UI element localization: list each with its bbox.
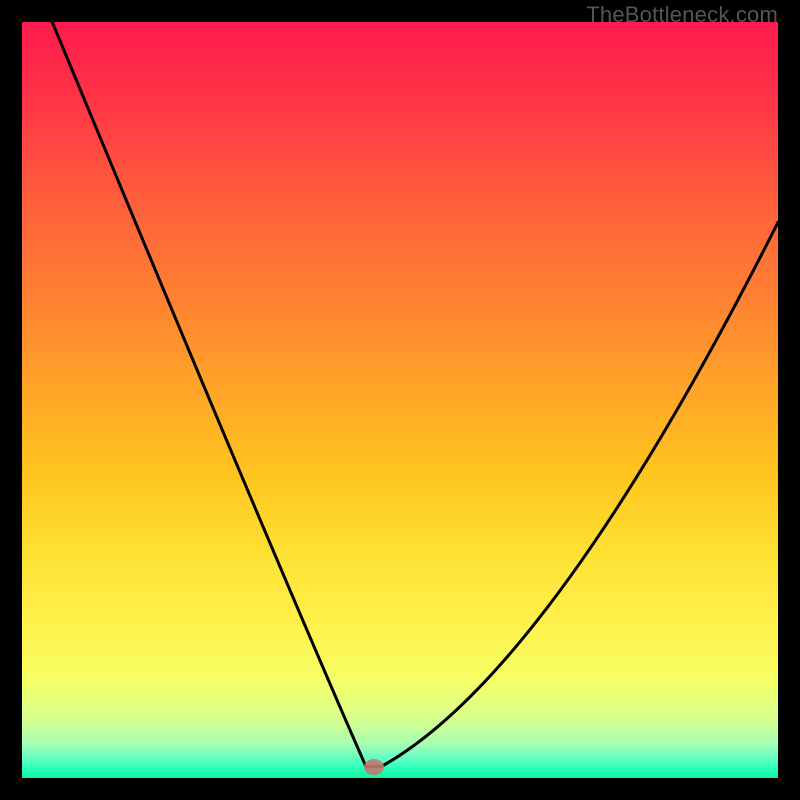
bottleneck-curve [22, 22, 778, 778]
plot-area [22, 22, 778, 778]
optimal-point-marker [364, 759, 384, 775]
watermark-text: TheBottleneck.com [586, 2, 778, 28]
